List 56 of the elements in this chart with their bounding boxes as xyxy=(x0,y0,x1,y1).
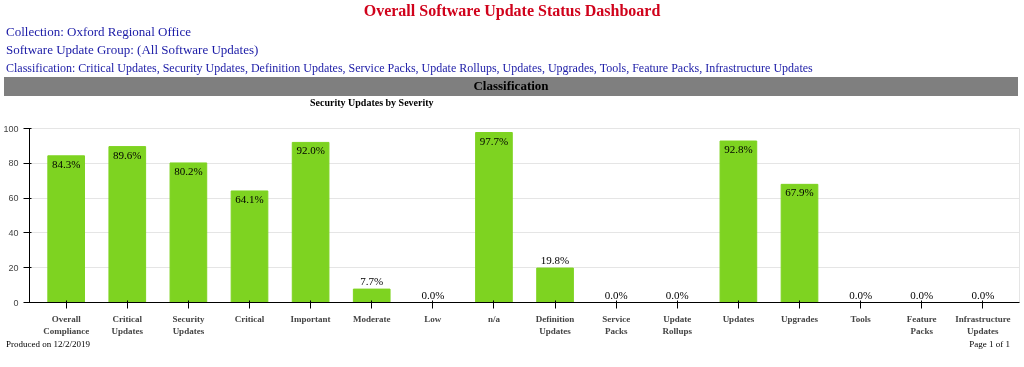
bar xyxy=(719,140,758,303)
bar xyxy=(291,141,330,303)
text: Produced on 12/2/2019 xyxy=(6,337,90,351)
x-tick-label: Definition Updates xyxy=(535,313,575,336)
data-label: 0.0% xyxy=(910,288,934,301)
bar xyxy=(230,190,269,303)
x-tick-label: Critical Updates xyxy=(111,313,144,336)
x-tick-label: Critical xyxy=(234,313,265,324)
x-tick-label: Tools xyxy=(850,313,872,324)
text: Classification xyxy=(473,77,549,96)
y-tick-label: 80 xyxy=(8,158,19,169)
data-label: 92.0% xyxy=(296,144,325,157)
text: Software Update Group: (All Software Updates) xyxy=(6,41,259,60)
y-tick-label: 40 xyxy=(8,227,19,238)
x-tick-label: Important xyxy=(290,313,331,324)
x-tick-label: Moderate xyxy=(352,313,391,324)
x-tick-label: Infrastructure Updates xyxy=(955,313,1011,336)
data-label: 89.6% xyxy=(113,148,142,161)
x-tick-label: n/a xyxy=(487,313,501,324)
data-label: 7.7% xyxy=(360,274,384,287)
x-tick-label: Updates xyxy=(722,313,755,324)
x-tick-label: Low xyxy=(424,313,442,324)
data-label: 19.8% xyxy=(540,253,570,266)
data-label: 0.0% xyxy=(421,288,445,301)
bar xyxy=(536,267,574,303)
x-tick-label: Feature Packs xyxy=(906,313,937,336)
x-tick-label: Upgrades xyxy=(781,313,819,324)
data-label: 92.8% xyxy=(724,142,753,155)
y-tick-label: 20 xyxy=(8,262,19,273)
x-tick-label: Overall Compliance xyxy=(43,313,90,336)
x-tick-label: Security Updates xyxy=(172,313,205,336)
data-label: 97.7% xyxy=(479,134,509,147)
data-label: 0.0% xyxy=(971,288,995,301)
bar xyxy=(169,162,208,303)
data-label: 0.0% xyxy=(604,288,628,301)
chart-subtitle: Collection: Oxford Regional Office xyxy=(6,22,191,41)
data-label: 80.2% xyxy=(174,164,203,177)
y-tick-label: 60 xyxy=(8,192,19,203)
data-label: 84.3% xyxy=(51,157,81,170)
text: Page 1 of 1 xyxy=(969,337,1010,351)
text: Classification: Critical Updates, Security Updates, Definition Updates, Service Packs, Update Rollups, Updates, Upgrades, Tools, Feature Packs, Infrastructure Updates xyxy=(6,59,813,77)
x-tick-label: Service Packs xyxy=(602,313,631,336)
bar xyxy=(47,155,85,303)
text: Security Updates by Severity xyxy=(310,95,434,110)
bar xyxy=(780,183,819,303)
y-tick-label: 0 xyxy=(13,297,19,308)
y-tick-label: 100 xyxy=(3,123,19,134)
data-label: 0.0% xyxy=(665,288,689,301)
bar xyxy=(108,145,147,303)
bar xyxy=(475,131,513,303)
bar xyxy=(352,288,391,303)
data-label: 67.9% xyxy=(785,186,814,199)
x-tick-label: Update Rollups xyxy=(662,313,693,336)
data-label: 64.1% xyxy=(235,192,264,205)
chart-title: Overall Software Update Status Dashboard xyxy=(363,1,661,22)
data-label: 0.0% xyxy=(849,288,873,301)
